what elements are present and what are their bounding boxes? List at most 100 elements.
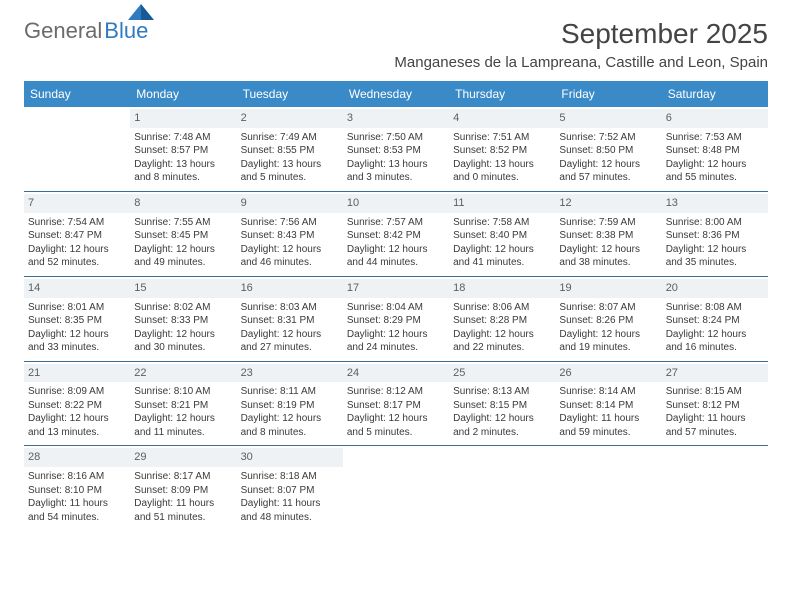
sunrise-text: Sunrise: 7:54 AM xyxy=(28,216,126,230)
sunset-text: Sunset: 8:12 PM xyxy=(666,399,764,413)
sunset-text: Sunset: 8:17 PM xyxy=(347,399,445,413)
sunset-text: Sunset: 8:24 PM xyxy=(666,314,764,328)
daylight-text: Daylight: 12 hours and 46 minutes. xyxy=(241,243,339,270)
day-header: Saturday xyxy=(662,81,768,107)
daylight-text: Daylight: 12 hours and 22 minutes. xyxy=(453,328,551,355)
day-cell: 11Sunrise: 7:58 AMSunset: 8:40 PMDayligh… xyxy=(449,192,555,276)
day-cell: 25 Sunrise: 8:13 AMSunset: 8:15 PMDayligh… xyxy=(449,362,555,446)
sunrise-text: Sunrise: 8:16 AM xyxy=(28,470,126,484)
sunrise-text: Sunrise: 8:12 AM xyxy=(347,385,445,399)
calendar-week: 1Sunrise: 7:48 AMSunset: 8:57 PMDaylight… xyxy=(24,107,768,191)
sunset-text: Sunset: 8:43 PM xyxy=(241,229,339,243)
day-cell: 8Sunrise: 7:55 AMSunset: 8:45 PMDaylight… xyxy=(130,192,236,276)
daylight-text: Daylight: 12 hours and 33 minutes. xyxy=(28,328,126,355)
daylight-text: Daylight: 12 hours and 8 minutes. xyxy=(241,412,339,439)
day-cell: 24Sunrise: 8:12 AMSunset: 8:17 PMDayligh… xyxy=(343,362,449,446)
sunrise-text: Sunrise: 8:06 AM xyxy=(453,301,551,315)
sunset-text: Sunset: 8:29 PM xyxy=(347,314,445,328)
sunrise-text: Sunrise: 8:10 AM xyxy=(134,385,232,399)
day-number: 14 xyxy=(24,279,130,298)
page-title: September 2025 xyxy=(394,18,768,50)
sunrise-text: Sunrise: 8:15 AM xyxy=(666,385,764,399)
day-number: 16 xyxy=(237,279,343,298)
calendar-body: 1Sunrise: 7:48 AMSunset: 8:57 PMDaylight… xyxy=(24,107,768,530)
day-header: Thursday xyxy=(449,81,555,107)
day-number: 11 xyxy=(449,194,555,213)
day-number: 25 xyxy=(449,364,555,383)
day-header: Friday xyxy=(555,81,661,107)
daylight-text: Daylight: 12 hours and 52 minutes. xyxy=(28,243,126,270)
sunrise-text: Sunrise: 8:14 AM xyxy=(559,385,657,399)
sunrise-text: Sunrise: 7:53 AM xyxy=(666,131,764,145)
sunrise-text: Sunrise: 7:59 AM xyxy=(559,216,657,230)
empty-cell xyxy=(555,446,661,530)
daylight-text: Daylight: 12 hours and 41 minutes. xyxy=(453,243,551,270)
sunset-text: Sunset: 8:09 PM xyxy=(134,484,232,498)
day-number: 3 xyxy=(343,109,449,128)
logo-blue-text: Blue xyxy=(104,18,148,43)
day-number: 4 xyxy=(449,109,555,128)
day-number: 10 xyxy=(343,194,449,213)
daylight-text: Daylight: 12 hours and 44 minutes. xyxy=(347,243,445,270)
day-number: 20 xyxy=(662,279,768,298)
daylight-text: Daylight: 13 hours and 8 minutes. xyxy=(134,158,232,185)
sunset-text: Sunset: 8:36 PM xyxy=(666,229,764,243)
day-cell: 29Sunrise: 8:17 AMSunset: 8:09 PMDayligh… xyxy=(130,446,236,530)
day-cell: 26 Sunrise: 8:14 AMSunset: 8:14 PMDayligh… xyxy=(555,362,661,446)
empty-cell xyxy=(449,446,555,530)
sunrise-text: Sunrise: 8:03 AM xyxy=(241,301,339,315)
daylight-text: Daylight: 12 hours and 16 minutes. xyxy=(666,328,764,355)
sunrise-text: Sunrise: 8:11 AM xyxy=(241,385,339,399)
day-cell: 18Sunrise: 8:06 AMSunset: 8:28 PMDayligh… xyxy=(449,277,555,361)
day-cell: 30Sunrise: 8:18 AMSunset: 8:07 PMDayligh… xyxy=(237,446,343,530)
day-cell: 2Sunrise: 7:49 AMSunset: 8:55 PMDaylight… xyxy=(237,107,343,191)
calendar-week: 14Sunrise: 8:01 AMSunset: 8:35 PMDayligh… xyxy=(24,276,768,361)
day-number: 21 xyxy=(24,364,130,383)
title-block: September 2025 Manganeses de la Lamprean… xyxy=(394,18,768,71)
daylight-text: Daylight: 12 hours and 11 minutes. xyxy=(134,412,232,439)
day-number: 9 xyxy=(237,194,343,213)
daylight-text: Daylight: 12 hours and 55 minutes. xyxy=(666,158,764,185)
day-number: 8 xyxy=(130,194,236,213)
sunrise-text: Sunrise: 8:00 AM xyxy=(666,216,764,230)
day-cell: 3Sunrise: 7:50 AMSunset: 8:53 PMDaylight… xyxy=(343,107,449,191)
daylight-text: Daylight: 12 hours and 35 minutes. xyxy=(666,243,764,270)
sunset-text: Sunset: 8:15 PM xyxy=(453,399,551,413)
daylight-text: Daylight: 13 hours and 5 minutes. xyxy=(241,158,339,185)
day-header: Sunday xyxy=(24,81,130,107)
sunrise-text: Sunrise: 7:50 AM xyxy=(347,131,445,145)
sunrise-text: Sunrise: 8:17 AM xyxy=(134,470,232,484)
sunrise-text: Sunrise: 8:13 AM xyxy=(453,385,551,399)
sunset-text: Sunset: 8:28 PM xyxy=(453,314,551,328)
sunrise-text: Sunrise: 7:48 AM xyxy=(134,131,232,145)
logo-text-blue: Blue xyxy=(104,18,148,44)
sunset-text: Sunset: 8:55 PM xyxy=(241,144,339,158)
sunset-text: Sunset: 8:33 PM xyxy=(134,314,232,328)
daylight-text: Daylight: 12 hours and 30 minutes. xyxy=(134,328,232,355)
day-number: 5 xyxy=(555,109,661,128)
sunrise-text: Sunrise: 8:04 AM xyxy=(347,301,445,315)
day-number: 27 xyxy=(662,364,768,383)
day-number: 17 xyxy=(343,279,449,298)
calendar-week: 28Sunrise: 8:16 AMSunset: 8:10 PMDayligh… xyxy=(24,445,768,530)
daylight-text: Daylight: 13 hours and 3 minutes. xyxy=(347,158,445,185)
sunset-text: Sunset: 8:07 PM xyxy=(241,484,339,498)
daylight-text: Daylight: 12 hours and 24 minutes. xyxy=(347,328,445,355)
sunrise-text: Sunrise: 8:09 AM xyxy=(28,385,126,399)
day-cell: 13Sunrise: 8:00 AMSunset: 8:36 PMDayligh… xyxy=(662,192,768,276)
day-number: 2 xyxy=(237,109,343,128)
day-cell: 27Sunrise: 8:15 AMSunset: 8:12 PMDayligh… xyxy=(662,362,768,446)
day-cell: 9Sunrise: 7:56 AMSunset: 8:43 PMDaylight… xyxy=(237,192,343,276)
sunset-text: Sunset: 8:14 PM xyxy=(559,399,657,413)
daylight-text: Daylight: 11 hours and 59 minutes. xyxy=(559,412,657,439)
day-number: 26 xyxy=(555,364,661,383)
daylight-text: Daylight: 12 hours and 2 minutes. xyxy=(453,412,551,439)
sunset-text: Sunset: 8:31 PM xyxy=(241,314,339,328)
sunrise-text: Sunrise: 7:57 AM xyxy=(347,216,445,230)
sunset-text: Sunset: 8:38 PM xyxy=(559,229,657,243)
day-cell: 7Sunrise: 7:54 AMSunset: 8:47 PMDaylight… xyxy=(24,192,130,276)
day-cell: 10Sunrise: 7:57 AMSunset: 8:42 PMDayligh… xyxy=(343,192,449,276)
logo-triangle-icon xyxy=(128,4,154,20)
daylight-text: Daylight: 11 hours and 48 minutes. xyxy=(241,497,339,524)
day-number: 1 xyxy=(130,109,236,128)
